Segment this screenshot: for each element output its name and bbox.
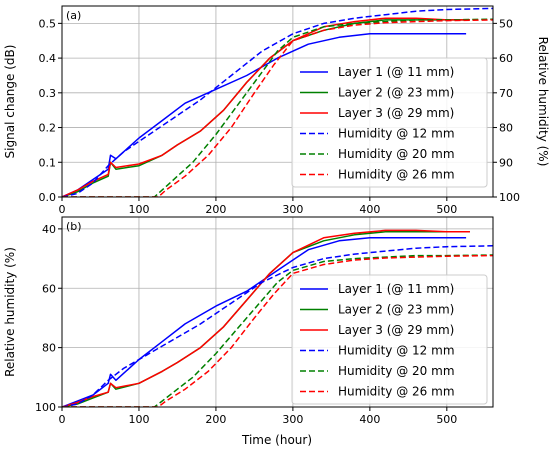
series-line-1	[62, 237, 467, 407]
y2-tick-label: 90	[499, 156, 513, 169]
y2-tick-label: 70	[499, 87, 513, 100]
legend-label: Humidity @ 20 mm	[338, 364, 455, 378]
legend-label: Humidity @ 12 mm	[338, 344, 455, 358]
x-tick-label: 300	[282, 203, 303, 216]
legend-label: Layer 3 (@ 29 mm)	[338, 106, 454, 120]
series-group	[62, 229, 493, 407]
x-axis-label: Time (hour)	[241, 433, 312, 447]
legend-label: Layer 2 (@ 23 mm)	[338, 303, 454, 317]
axes-frame	[61, 5, 494, 198]
x-tick-label: 500	[436, 203, 457, 216]
y-tick-label: 100	[35, 401, 56, 414]
y-tick-label: 0.5	[39, 17, 57, 30]
series-line-6	[62, 254, 493, 407]
legend: Layer 1 (@ 11 mm) Layer 2 (@ 23 mm) Layer …	[291, 57, 488, 188]
y-axis-label: Signal change (dB)	[3, 45, 17, 159]
x-tick-label: 200	[205, 413, 226, 426]
legend: Layer 1 (@ 11 mm) Layer 2 (@ 23 mm) Layer …	[291, 274, 488, 405]
y-tick-label: 0.4	[39, 52, 57, 65]
series-line-1	[62, 33, 467, 197]
y-tick-label: 0.3	[39, 87, 57, 100]
x-tick-label: 0	[59, 203, 66, 216]
y-axis-label: Relative humidity (%)	[3, 247, 17, 377]
legend-label: Layer 3 (@ 29 mm)	[338, 323, 454, 337]
y-tick-label: 40	[42, 223, 56, 236]
series-line-3	[62, 17, 470, 197]
series-group	[62, 7, 493, 197]
y2-axis-label: Relative humidity (%)	[536, 37, 550, 167]
x-tick-label: 100	[128, 413, 149, 426]
panel-label: (a)	[66, 9, 81, 22]
series-line-5	[62, 254, 493, 407]
legend-label: Layer 2 (@ 23 mm)	[338, 86, 454, 100]
legend-label: Humidity @ 20 mm	[338, 147, 455, 161]
y2-tick-label: 60	[499, 52, 513, 65]
legend-label: Layer 1 (@ 11 mm)	[338, 282, 454, 296]
y-tick-label: 80	[42, 342, 56, 355]
panel-label: (b)	[66, 220, 82, 233]
y2-tick-label: 50	[499, 17, 513, 30]
legend-label: Layer 1 (@ 11 mm)	[338, 65, 454, 79]
panel-a: 0 100 200 300 400 500 0.0 0.1 0.2 0.3 0.4 0.5 50 60 70…	[3, 5, 550, 216]
series-line-4	[62, 7, 493, 197]
y-tick-label: 0.2	[39, 122, 57, 135]
legend-label: Humidity @ 26 mm	[338, 168, 455, 182]
y-tick-label: 0.0	[39, 191, 57, 204]
series-line-4	[62, 245, 493, 407]
y2-tick-label: 80	[499, 122, 513, 135]
x-tick-label: 100	[128, 203, 149, 216]
y-tick-label: 0.1	[39, 156, 57, 169]
axes-frame	[61, 216, 494, 408]
legend-box	[291, 274, 488, 405]
x-tick-label: 200	[205, 203, 226, 216]
x-tick-label: 400	[359, 203, 380, 216]
y-tick-label: 60	[42, 282, 56, 295]
x-tick-label: 400	[359, 413, 380, 426]
x-tick-label: 0	[59, 413, 66, 426]
x-tick-label: 300	[282, 413, 303, 426]
y2-tick-label: 100	[499, 191, 520, 204]
series-line-3	[62, 229, 470, 407]
legend-label: Humidity @ 12 mm	[338, 127, 455, 141]
x-tick-label: 500	[436, 413, 457, 426]
legend-box	[291, 57, 488, 188]
series-line-6	[62, 19, 493, 197]
series-line-5	[62, 18, 493, 197]
legend-label: Humidity @ 26 mm	[338, 385, 455, 399]
